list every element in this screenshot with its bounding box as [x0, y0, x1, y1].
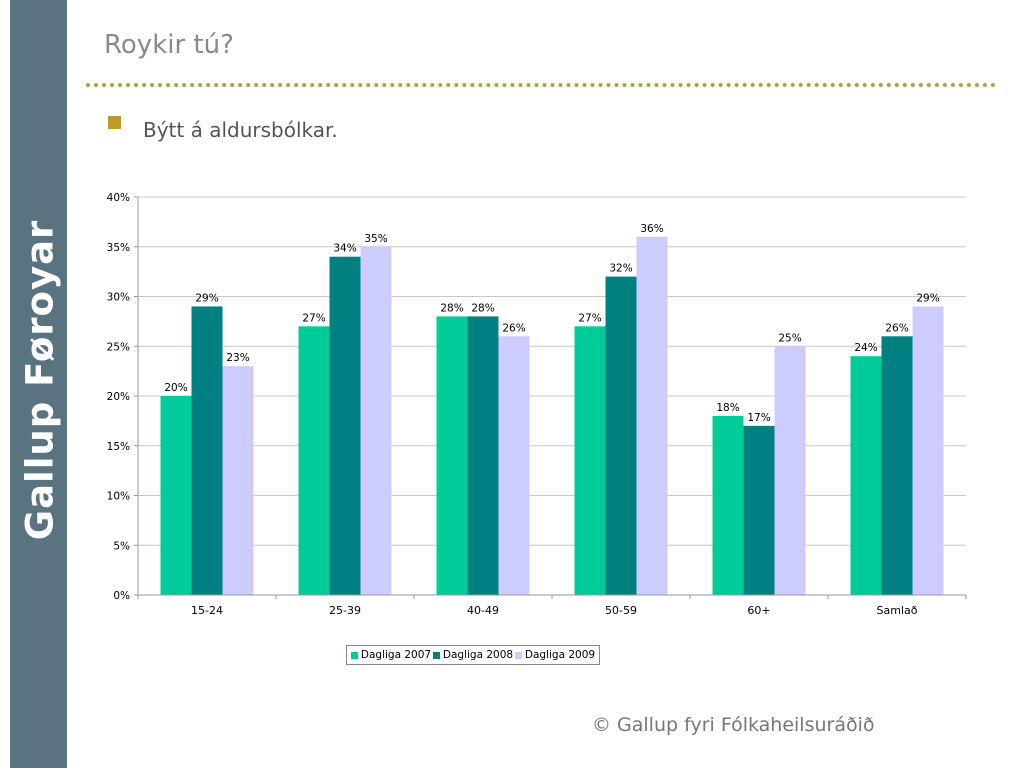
y-tick-label: 35%: [107, 242, 130, 254]
x-tick-label: 40-49: [467, 604, 499, 617]
data-label: 18%: [716, 402, 739, 414]
bar: [191, 306, 223, 595]
x-tick-label: 60+: [747, 604, 770, 617]
bar: [436, 316, 468, 595]
bullet-square: [108, 116, 121, 129]
data-label: 26%: [885, 322, 908, 334]
y-tick-label: 40%: [107, 192, 130, 204]
bar: [467, 316, 499, 595]
data-label: 29%: [916, 292, 939, 304]
data-label: 34%: [333, 243, 356, 255]
bar: [912, 306, 944, 595]
bar: [881, 336, 913, 595]
legend-swatch: [432, 651, 440, 659]
data-label: 20%: [164, 382, 187, 394]
bar: [850, 356, 882, 595]
bar: [574, 326, 606, 595]
legend-item: Dagliga 2009: [514, 649, 596, 661]
bar: [743, 425, 775, 595]
sidebar-band: [10, 0, 67, 768]
legend-label: Dagliga 2008: [442, 649, 514, 661]
legend-swatch: [514, 651, 522, 659]
data-label: 29%: [195, 292, 218, 304]
slide-subtitle: Býtt á aldursbólkar.: [143, 118, 338, 142]
data-label: 17%: [747, 412, 770, 424]
bar: [712, 415, 744, 595]
bar: [160, 396, 192, 595]
y-tick-label: 10%: [107, 491, 130, 503]
data-label: 32%: [609, 263, 632, 275]
data-label: 27%: [302, 312, 325, 324]
data-label: 23%: [226, 352, 249, 364]
x-tick-label: Samlað: [877, 604, 918, 617]
data-label: 25%: [778, 332, 801, 344]
bar: [329, 256, 361, 595]
legend-item: Dagliga 2007: [350, 649, 432, 661]
dotted-divider: [86, 83, 996, 87]
bar: [298, 326, 330, 595]
x-tick-label: 25-39: [329, 604, 361, 617]
legend-label: Dagliga 2007: [360, 649, 432, 661]
y-tick-label: 30%: [107, 292, 130, 304]
data-label: 24%: [854, 342, 877, 354]
data-label: 35%: [364, 233, 387, 245]
copyright-footer: © Gallup fyri Fólkaheilsuráðið: [592, 714, 875, 736]
bar: [636, 236, 668, 596]
y-tick-label: 25%: [107, 341, 130, 353]
y-tick-label: 5%: [113, 540, 130, 552]
legend-swatch: [350, 651, 358, 659]
chart-legend: Dagliga 2007 Dagliga 2008 Dagliga 2009: [346, 645, 600, 665]
x-tick-label: 50-59: [605, 604, 637, 617]
legend-item: Dagliga 2008: [432, 649, 514, 661]
data-label: 27%: [578, 312, 601, 324]
bar: [774, 346, 806, 595]
data-label: 36%: [640, 223, 663, 235]
data-label: 28%: [471, 302, 494, 314]
bar: [498, 336, 530, 595]
legend-label: Dagliga 2009: [524, 649, 596, 661]
data-label: 26%: [502, 322, 525, 334]
bar: [360, 246, 392, 595]
slide-title: Roykir tú?: [104, 30, 234, 60]
y-tick-label: 15%: [107, 441, 130, 453]
y-tick-label: 20%: [107, 391, 130, 403]
y-tick-label: 0%: [113, 590, 130, 602]
bar: [605, 276, 637, 595]
bar: [222, 366, 254, 595]
x-tick-label: 15-24: [191, 604, 223, 617]
data-label: 28%: [440, 302, 463, 314]
